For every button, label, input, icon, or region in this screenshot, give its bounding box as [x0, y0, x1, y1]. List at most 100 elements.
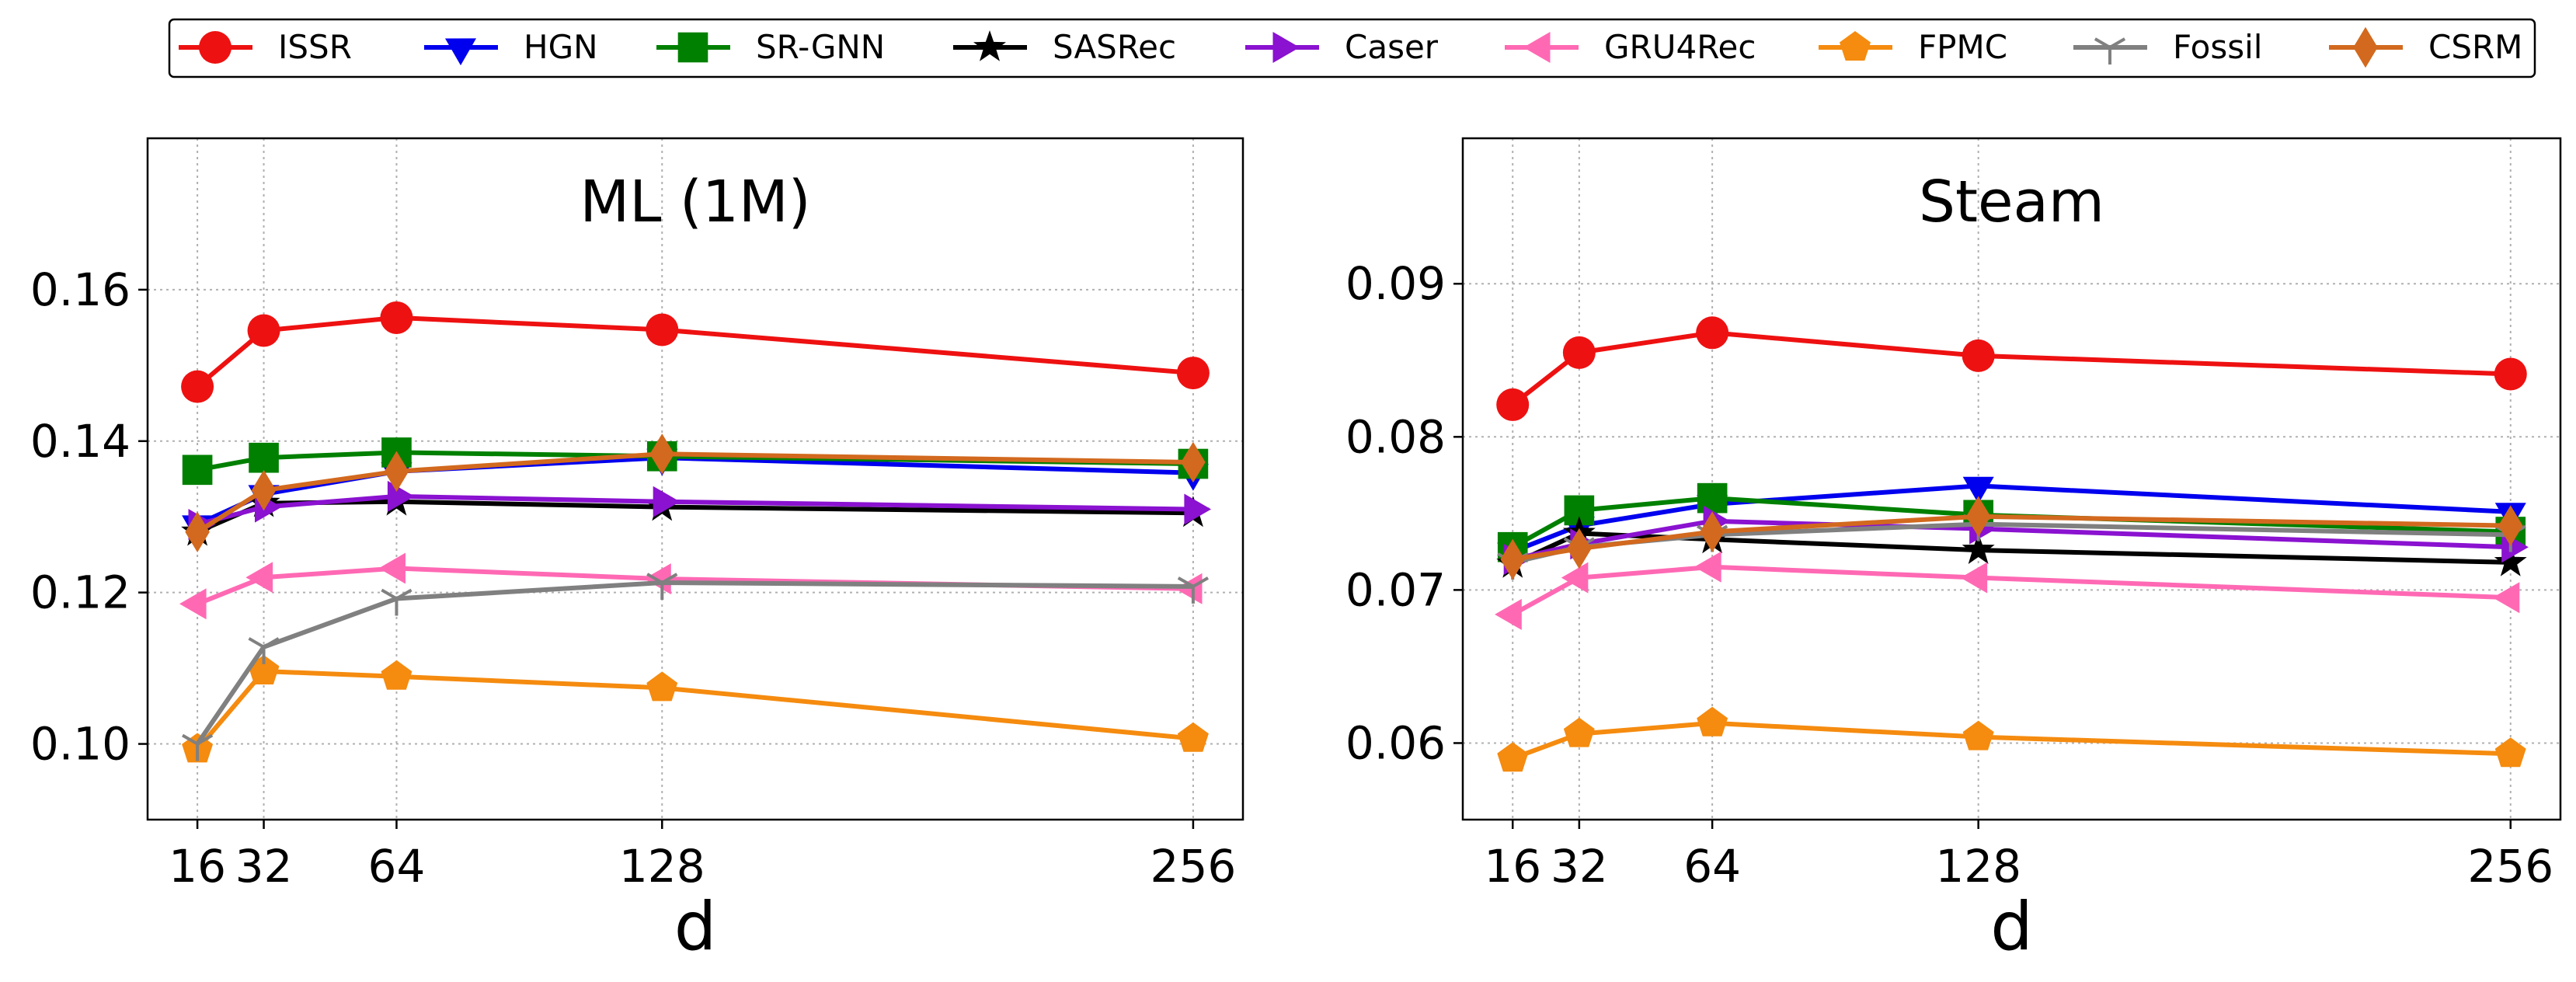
data-point-caser	[653, 486, 681, 517]
legend-entry-issr: ISSR	[179, 28, 352, 66]
legend-marker	[2094, 37, 2126, 65]
data-point-issr	[247, 314, 280, 347]
grid	[1463, 138, 2560, 820]
legend-marker	[677, 32, 708, 63]
panel-steam: 0.06 0.07 0.08 0.09 16 32 64 128 256 d Steam	[1345, 137, 2562, 966]
data-point-issr	[1962, 339, 1995, 372]
plot-frame	[146, 137, 1244, 821]
data-point-fossil	[381, 588, 413, 616]
data-point-fpmc	[381, 660, 413, 690]
data-point-hgn	[1962, 476, 1994, 504]
data-point-fpmc	[646, 671, 678, 702]
y-tick-label: 0.09	[1345, 257, 1446, 310]
legend-label: HGN	[524, 28, 598, 66]
data-point-fpmc	[1177, 722, 1209, 752]
series-line-fossil	[195, 580, 1193, 746]
series-csrm	[1500, 496, 2523, 580]
data-point-issr	[1496, 388, 1530, 421]
data-point-gru4rec	[1561, 562, 1589, 594]
data-point-sasrec	[1962, 533, 1995, 564]
y-tick-label: 0.10	[30, 718, 131, 771]
data-point-csrm	[1181, 441, 1206, 483]
legend-label: GRU4Rec	[1604, 28, 1756, 66]
legend-marker	[973, 30, 1006, 61]
data-point-csrm	[1965, 496, 1991, 538]
legend-label: FPMC	[1918, 28, 2007, 66]
data-point-gru4rec	[179, 588, 207, 620]
data-point-csrm	[185, 511, 210, 552]
data-point-fpmc	[1497, 742, 1529, 772]
data-point-issr	[2494, 357, 2527, 391]
legend-label: CSRM	[2428, 28, 2522, 66]
legend-marker	[1523, 32, 1551, 63]
data-point-issr	[1176, 357, 1210, 390]
x-tick-label: 128	[1935, 840, 2021, 893]
data-point-gru4rec	[1960, 562, 1988, 594]
series-csrm	[185, 434, 1206, 552]
y-tick-label: 0.07	[1345, 563, 1446, 616]
data-point-csrm	[2498, 505, 2523, 546]
data-point-csrm	[1500, 538, 1525, 580]
legend-entry-fpmc: FPMC	[1819, 28, 2007, 66]
panel-ml-1m: 0.10 0.12 0.14 0.16 16 32 64 128 256 d ML (1M)	[30, 137, 1244, 966]
x-tick-label: 16	[169, 840, 226, 893]
legend-label: Caser	[1345, 28, 1439, 66]
x-tick-label: 64	[368, 840, 426, 893]
series-line-hgn	[196, 455, 1193, 527]
series-fpmc	[182, 655, 1209, 763]
x-tick-label: 256	[1150, 840, 1237, 893]
legend-label: SASRec	[1053, 28, 1176, 66]
data-point-sr-gnn	[249, 442, 279, 473]
data-point-fossil	[1177, 576, 1210, 604]
series-issr	[181, 301, 1210, 403]
data-point-csrm	[1700, 511, 1725, 552]
legend-marker	[445, 38, 476, 66]
series-group	[179, 301, 1211, 763]
chart-title: Steam	[1919, 169, 2104, 235]
legend: ISSR HGN SR-GNN SASRec Caser GRU4Rec FPMC Fossi…	[168, 18, 2536, 78]
series-issr	[1496, 316, 2527, 421]
legend-label: SR-GNN	[756, 28, 885, 66]
data-point-issr	[380, 301, 413, 334]
data-point-csrm	[251, 469, 277, 511]
chart-title: ML (1M)	[580, 169, 810, 235]
series-gru4rec	[1495, 551, 2520, 630]
x-tick-label: 32	[235, 840, 293, 893]
legend-label: ISSR	[278, 28, 352, 66]
x-tick-label: 32	[1551, 840, 1608, 893]
y-tick-label: 0.06	[1345, 716, 1446, 769]
y-tick-label: 0.14	[30, 415, 131, 468]
legend-marker	[2353, 26, 2378, 68]
series-fossil	[181, 573, 1210, 761]
data-point-sasrec	[2494, 545, 2527, 576]
series-line-csrm	[196, 451, 1193, 535]
series-fpmc	[1497, 706, 2526, 772]
legend-marker	[1840, 31, 1871, 61]
data-point-sr-gnn	[182, 454, 213, 486]
legend-entry-hgn: HGN	[424, 28, 598, 66]
data-point-gru4rec	[378, 552, 406, 584]
y-tick-label: 0.16	[30, 263, 131, 316]
legend-entry-fossil: Fossil	[2073, 28, 2262, 66]
data-point-sr-gnn	[1697, 482, 1728, 514]
data-point-caser	[387, 480, 415, 512]
data-point-gru4rec	[1694, 551, 1721, 583]
series-group	[1495, 316, 2529, 772]
data-point-csrm	[384, 451, 409, 493]
data-point-csrm	[1567, 528, 1592, 569]
y-tick-label: 0.08	[1345, 410, 1446, 463]
x-axis-label: d	[674, 888, 717, 966]
data-point-gru4rec	[1495, 598, 1522, 630]
x-tick-label: 256	[2467, 840, 2553, 893]
data-point-gru4rec	[2492, 582, 2520, 614]
data-point-issr	[646, 313, 679, 346]
plot-frame	[1461, 137, 2562, 821]
data-point-caser	[1184, 493, 1211, 525]
data-point-issr	[1562, 336, 1596, 369]
series-sasrec	[181, 484, 1210, 546]
data-point-issr	[181, 370, 214, 403]
x-axis-label: d	[1990, 888, 2033, 966]
data-point-fpmc	[1962, 720, 1994, 750]
series-line-fpmc	[195, 669, 1194, 751]
